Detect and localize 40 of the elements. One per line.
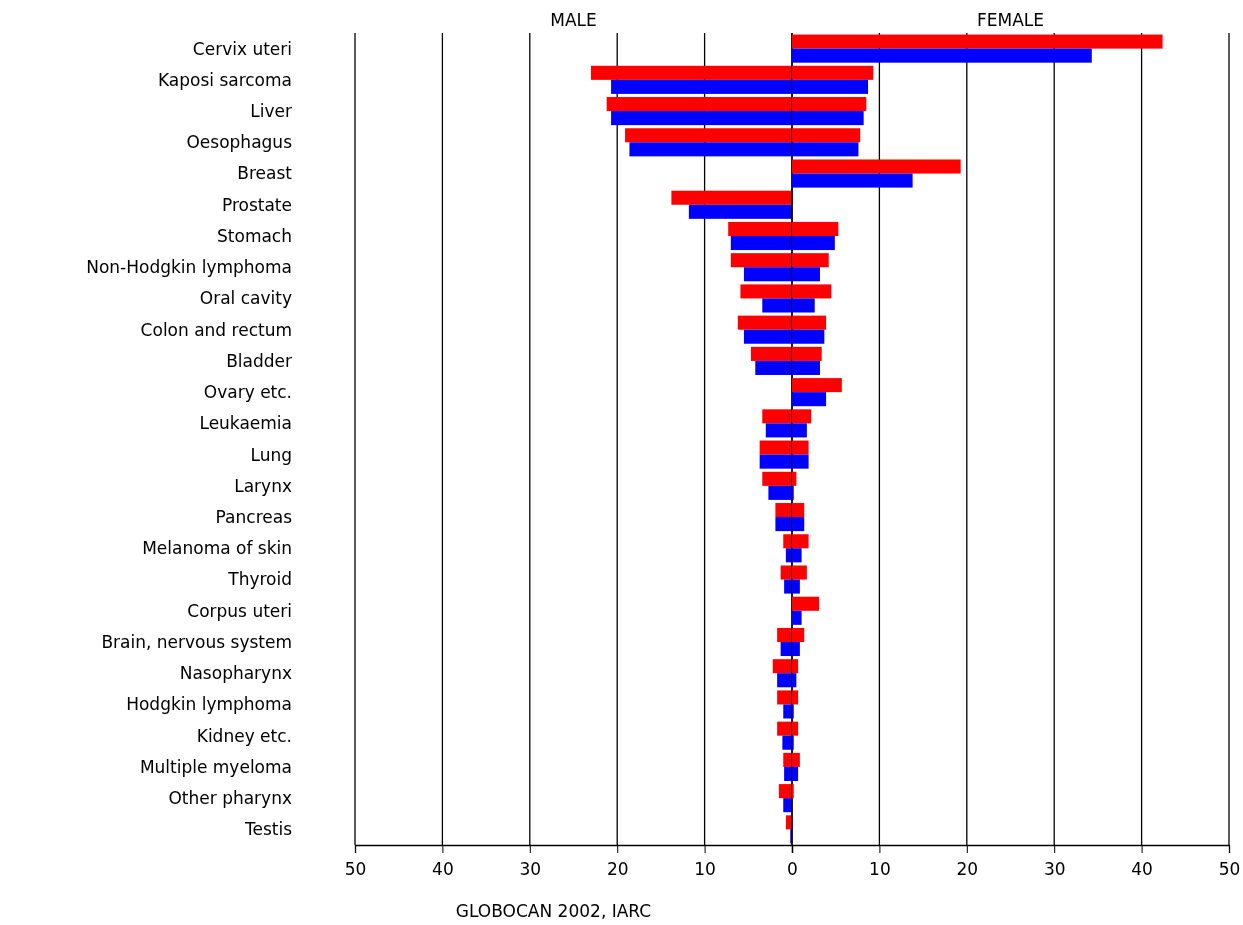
y-tick-label: Nasopharynx (179, 663, 292, 684)
x-tick-label: 40 (432, 858, 454, 879)
y-tick-label: Bladder (226, 350, 292, 371)
y-tick-label: Corpus uteri (187, 600, 292, 621)
y-tick-label: Melanoma of skin (142, 538, 292, 559)
y-tick-label: Oral cavity (199, 288, 292, 309)
y-tick-label: Cervix uteri (192, 38, 292, 59)
y-tick-label: Liver (250, 101, 293, 122)
x-tick-label: 30 (1043, 858, 1066, 879)
x-tick-label: 10 (694, 858, 716, 879)
chart-title: FEMALE (976, 10, 1045, 30)
x-tick-label: 50 (1218, 858, 1241, 879)
text: GLOBOCAN 2002, IARC (455, 901, 652, 921)
y-tick-label: Thyroid (227, 569, 292, 590)
y-tick-label: Ovary etc. (203, 382, 292, 403)
y-tick-label: Leukaemia (199, 413, 292, 434)
x-tick-label: 20 (606, 858, 629, 879)
y-tick-label: Colon and rectum (140, 319, 292, 340)
x-tick-label: 30 (519, 858, 542, 879)
x-tick-label: 0 (787, 858, 798, 879)
y-tick-label: Multiple myeloma (139, 756, 292, 777)
x-tick-label: 20 (956, 858, 979, 879)
x-tick-label: 50 (344, 858, 367, 879)
y-tick-label: Testis (243, 819, 293, 840)
y-tick-label: Non-Hodgkin lymphoma (86, 257, 292, 278)
y-tick-label: Other pharynx (168, 788, 292, 809)
x-tick-label: 10 (869, 858, 891, 879)
y-tick-label: Prostate (221, 194, 292, 215)
x-tick-label: 40 (1131, 858, 1153, 879)
chart-title: MALE (550, 10, 597, 30)
y-tick-label: Oesophagus (186, 132, 293, 153)
y-tick-label: Pancreas (215, 507, 293, 528)
y-tick-label: Breast (237, 163, 293, 184)
y-tick-label: Lung (250, 444, 292, 465)
y-tick-label: Kaposi sarcoma (157, 69, 292, 90)
y-tick-label: Hodgkin lymphoma (126, 694, 292, 715)
y-tick-label: Larynx (234, 475, 292, 496)
y-tick-label: Stomach (217, 225, 292, 246)
y-tick-label: Brain, nervous system (101, 631, 292, 652)
y-tick-label: Kidney etc. (196, 725, 292, 746)
